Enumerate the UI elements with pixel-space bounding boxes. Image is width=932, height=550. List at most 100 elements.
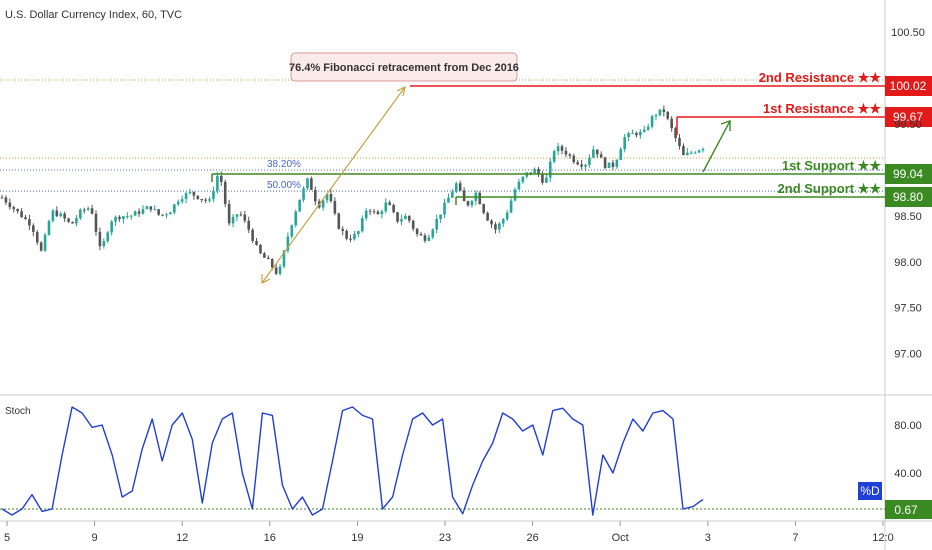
candle-body (75, 218, 78, 224)
fib-arrow (261, 85, 406, 284)
candle-body (423, 235, 427, 241)
candle-body (306, 178, 309, 189)
candle-body (302, 188, 305, 200)
candle-body (353, 234, 356, 240)
candle-body (86, 208, 90, 210)
candle-body (286, 236, 290, 251)
candle-body (505, 212, 509, 220)
stoch-d-badge (858, 482, 882, 500)
candle-body (325, 194, 329, 201)
candle-body (55, 210, 59, 217)
resistance-label: 1st Resistance ★★ (763, 101, 881, 116)
stoch-tick-label: 40.00 (894, 468, 922, 480)
candle-body (98, 231, 102, 247)
candle-body (235, 214, 239, 217)
candle-body (82, 209, 86, 211)
candle-body (364, 210, 368, 219)
time-axis: 5 9 12 16 19 23 26 Oct 3 7 12:0 (4, 521, 894, 544)
candle-body (372, 211, 376, 213)
candle-body (310, 178, 313, 190)
time-tick-label: 9 (92, 532, 98, 544)
candle-body (180, 199, 184, 202)
time-tick-label: 12:0 (872, 532, 893, 544)
candle-body (243, 214, 247, 221)
candle-body (35, 231, 39, 243)
candle-body (595, 149, 599, 155)
candle-body (196, 195, 200, 200)
candle-body (376, 211, 380, 215)
stoch-label: Stoch (5, 406, 31, 417)
candle-body (251, 229, 254, 241)
candle-body (670, 118, 673, 129)
candle-body (220, 175, 223, 182)
candle-body (693, 152, 697, 154)
support-price-badge (885, 187, 932, 207)
candle-body (90, 208, 94, 214)
candle-body (176, 201, 180, 205)
candle-body (208, 199, 211, 201)
candle-body (646, 126, 650, 130)
time-tick-label: 12 (176, 532, 188, 544)
resistance-price-badge (885, 107, 932, 127)
annotation-text: 76.4% Fibonacci retracement from Dec 201… (289, 62, 519, 74)
candle-body (615, 159, 619, 167)
candle-body (588, 157, 591, 165)
time-tick-label: 5 (4, 532, 10, 544)
candle-body (129, 215, 133, 217)
candle-body (564, 150, 568, 155)
candle-body (642, 129, 646, 132)
resistance-price-badge (885, 76, 932, 96)
candle-body (278, 266, 282, 274)
stoch-panel: 80.00 40.00 %D 0.67 (1, 406, 932, 519)
candle-body (239, 214, 243, 216)
candle-body (102, 241, 106, 247)
candle-body (4, 197, 8, 203)
candle-body (298, 199, 301, 212)
candle-body (466, 201, 470, 206)
candle-body (686, 152, 689, 156)
candle-body (607, 162, 611, 169)
candle-body (212, 190, 215, 200)
candle-body (106, 232, 110, 242)
candle-body (114, 216, 117, 222)
candle-body (184, 193, 188, 200)
candle-body (153, 209, 157, 211)
candle-body (255, 240, 258, 245)
candle-body (360, 218, 364, 232)
time-tick-label: 3 (705, 532, 711, 544)
candle-body (439, 214, 442, 220)
stoch-d-label: %D (860, 484, 880, 498)
candle-body (545, 177, 548, 183)
candle-body (529, 172, 532, 174)
candle-body (400, 219, 403, 222)
candle-body (447, 197, 450, 203)
candle-body (470, 200, 474, 206)
support-label: 2nd Support ★★ (778, 181, 882, 196)
candle-body (603, 157, 607, 169)
candle-body (173, 204, 176, 213)
candle-body (118, 216, 121, 220)
candle-body (204, 199, 207, 201)
candle-body (39, 242, 43, 251)
candle-body (662, 109, 666, 113)
candle-body (639, 131, 642, 136)
candle-body (654, 115, 658, 117)
candle-body (454, 183, 458, 192)
candle-body (94, 213, 98, 232)
candle-body (415, 228, 419, 235)
candle-body (63, 213, 66, 219)
candle-body (157, 209, 160, 215)
candle-body (443, 202, 446, 215)
candle-body (345, 230, 348, 239)
candle-body (380, 211, 384, 215)
candle-body (666, 112, 670, 119)
time-tick-label: 23 (439, 532, 451, 544)
candle-body (650, 116, 654, 127)
candle-body (192, 191, 196, 196)
candle-body (419, 234, 423, 236)
candle-body (263, 253, 266, 258)
candle-body (599, 154, 603, 158)
time-tick-label: Oct (612, 532, 629, 544)
candle-body (623, 137, 626, 150)
